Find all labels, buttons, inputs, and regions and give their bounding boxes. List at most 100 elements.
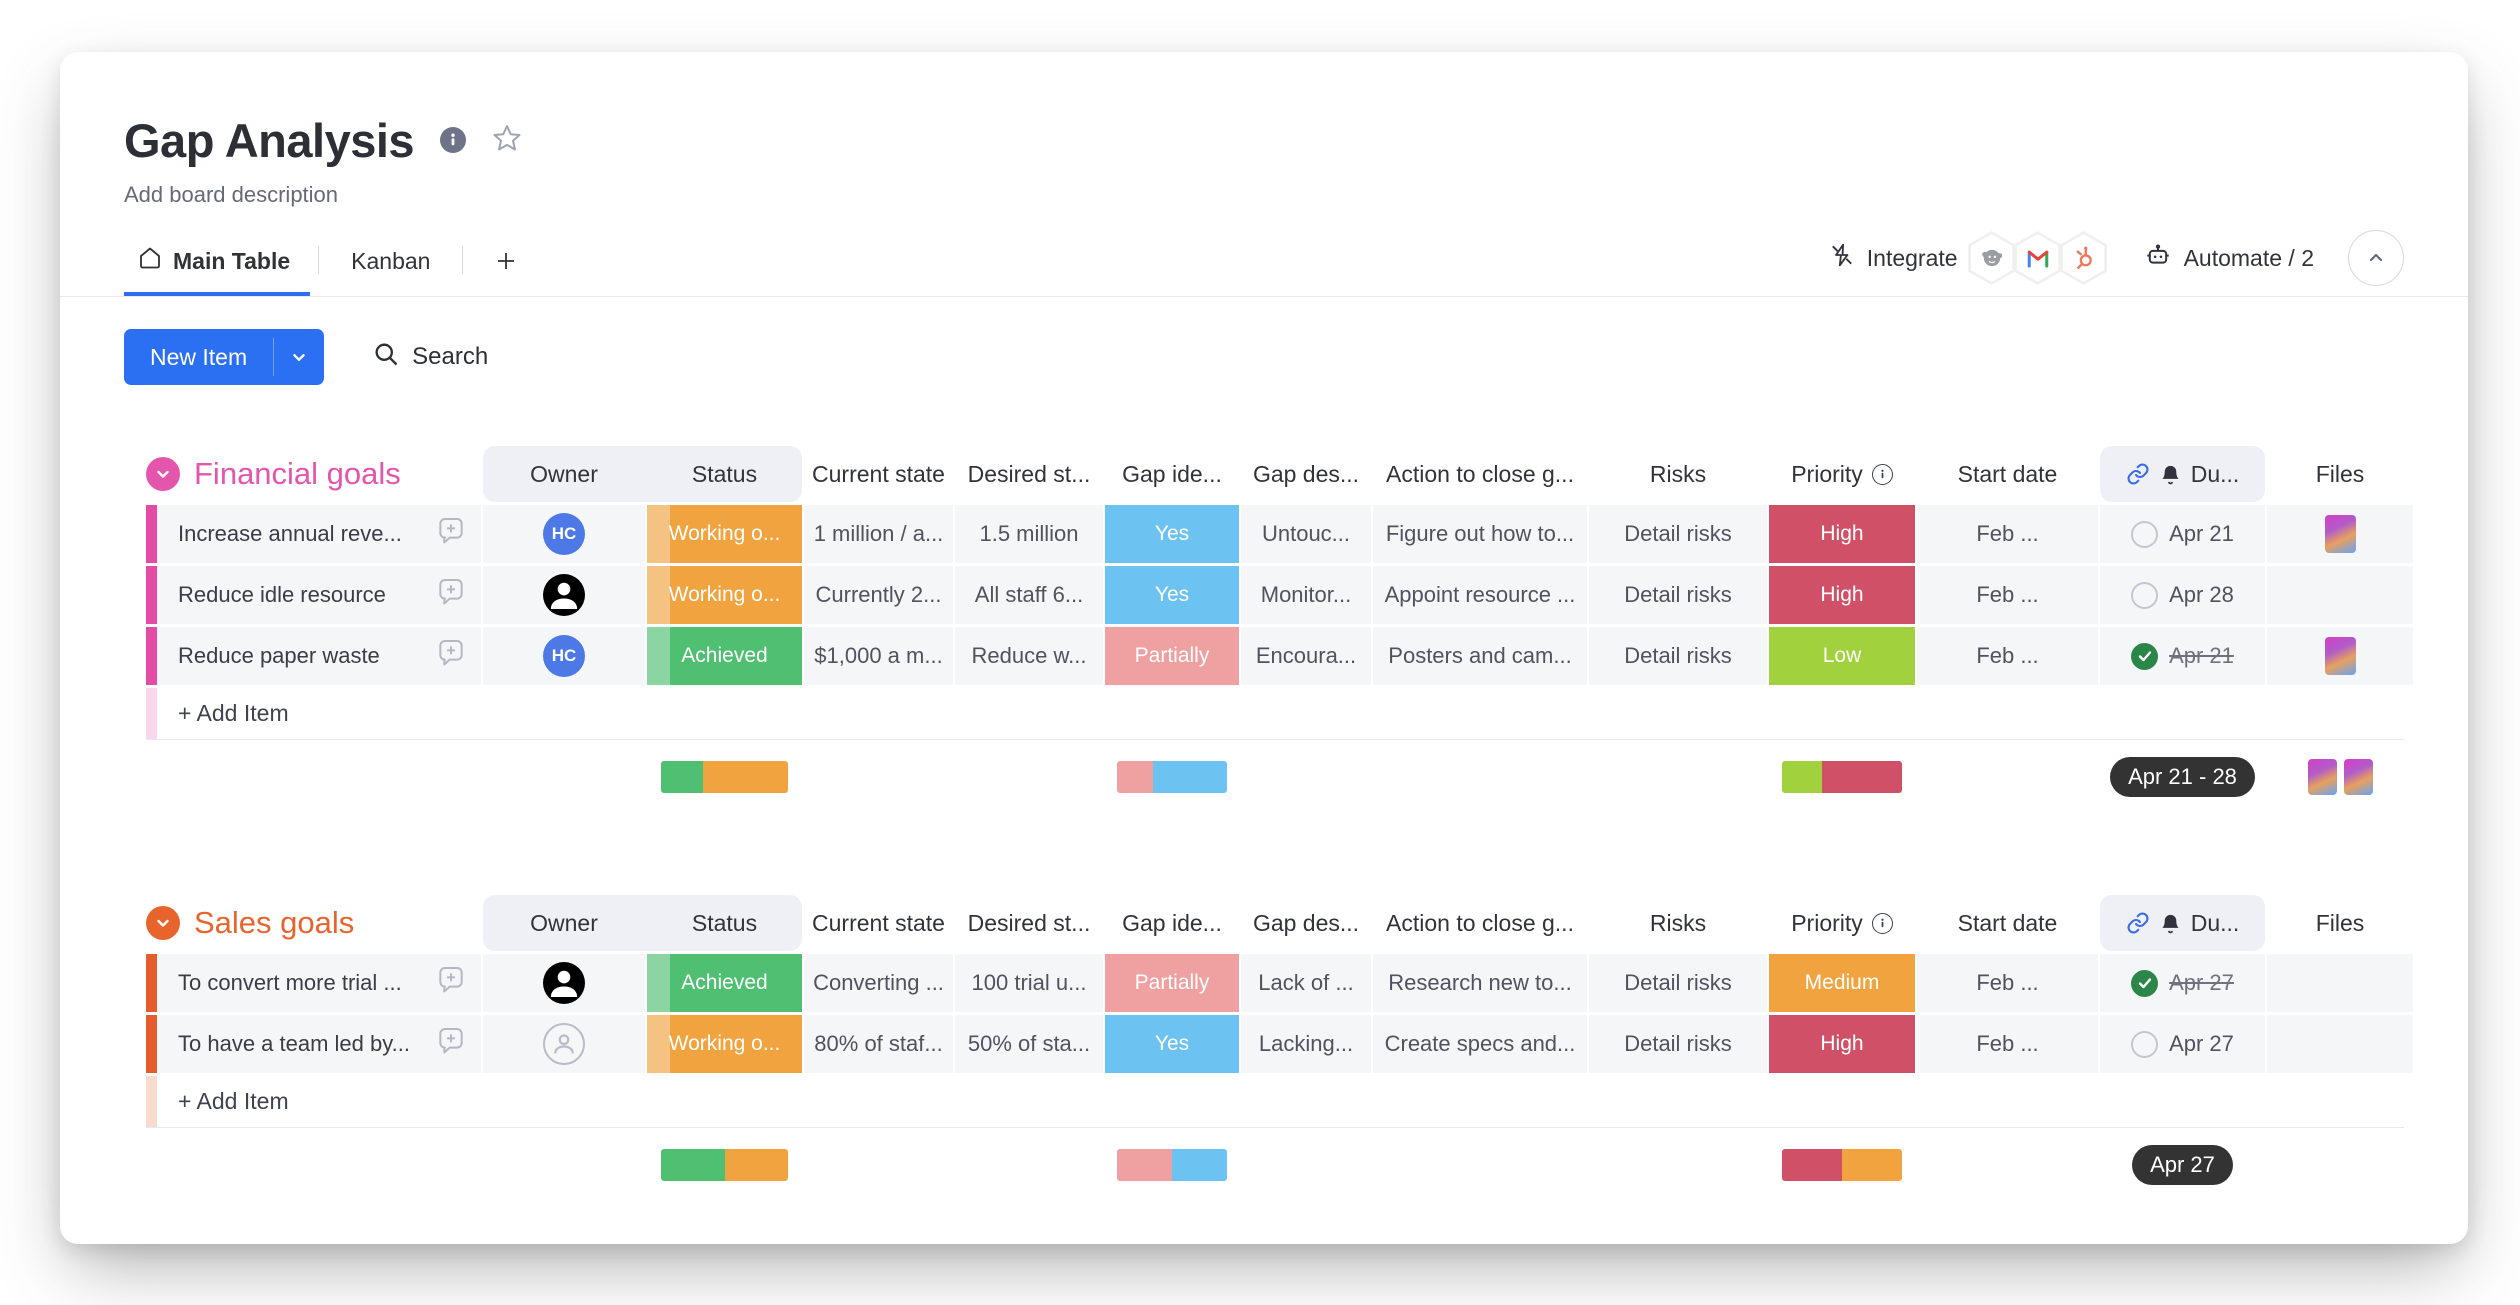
status-cell[interactable]: Achieved [647,627,802,685]
file-thumbnail[interactable] [2307,759,2337,795]
column-header-gap-identified[interactable]: Gap ide... [1122,460,1222,487]
gap-description-cell[interactable]: Lacking... [1241,1015,1371,1073]
column-header-current-state[interactable]: Current state [812,909,945,936]
gap-identified-cell[interactable]: Partially [1105,954,1239,1012]
column-header-desired-state[interactable]: Desired st... [967,909,1091,936]
action-cell[interactable]: Research new to... [1373,954,1587,1012]
gap-description-cell[interactable]: Encoura... [1241,627,1371,685]
group-name[interactable]: Sales goals [194,905,355,940]
desired-state-cell[interactable]: 50% of sta... [955,1015,1103,1073]
column-header-gap-description[interactable]: Gap des... [1252,909,1360,936]
start-date-cell[interactable]: Feb ... [1917,954,2098,1012]
file-thumbnail[interactable] [2324,515,2356,553]
risks-cell[interactable]: Detail risks [1589,1015,1767,1073]
gap-description-cell[interactable]: Monitor... [1241,566,1371,624]
open-conversation-icon[interactable] [435,637,467,675]
tab-kanban[interactable]: Kanban [327,238,454,295]
risks-cell[interactable]: Detail risks [1589,505,1767,563]
open-conversation-icon[interactable] [435,576,467,614]
files-cell[interactable] [2267,1015,2413,1073]
deadline-open-icon[interactable] [2131,1030,2159,1058]
start-date-cell[interactable]: Feb ... [1917,505,2098,563]
current-state-cell[interactable]: Converting ... [804,954,953,1012]
file-thumbnail[interactable] [2324,637,2356,675]
risks-cell[interactable]: Detail risks [1589,566,1767,624]
board-info-icon[interactable] [440,127,467,153]
group-title[interactable]: Sales goals [146,905,481,941]
owner-cell[interactable] [483,1015,645,1073]
column-header-files[interactable]: Files [2315,909,2365,936]
gap-identified-cell[interactable]: Partially [1105,627,1239,685]
files-cell[interactable] [2267,505,2413,563]
priority-cell[interactable]: Low [1769,627,1915,685]
info-icon[interactable] [1871,912,1893,934]
desired-state-cell[interactable]: Reduce w... [955,627,1103,685]
column-header-status[interactable]: Status [647,446,802,502]
current-state-cell[interactable]: 80% of staf... [804,1015,953,1073]
action-cell[interactable]: Create specs and... [1373,1015,1587,1073]
board-description[interactable]: Add board description [124,182,339,207]
table-row[interactable]: To convert more trial ... Achieved Conve… [146,954,2413,1012]
hubspot-icon[interactable] [2060,231,2107,285]
desired-state-cell[interactable]: All staff 6... [955,566,1103,624]
tab-main-table[interactable]: Main Table [124,236,311,296]
info-icon[interactable] [1871,463,1893,485]
group-title[interactable]: Financial goals [146,456,481,492]
gap-identified-cell[interactable]: Yes [1105,566,1239,624]
open-conversation-icon[interactable] [435,1025,467,1063]
table-row[interactable]: Increase annual reve... HC Working o... … [146,505,2413,563]
column-header-start-date[interactable]: Start date [1957,460,2058,487]
column-header-risks[interactable]: Risks [1649,460,1707,487]
search-control[interactable]: Search [372,340,488,375]
deadline-open-icon[interactable] [2131,520,2159,548]
item-name-cell[interactable]: To convert more trial ... [146,954,481,1012]
unassigned-avatar-icon[interactable] [543,1023,585,1065]
new-item-button[interactable]: New Item [124,329,325,385]
gmail-icon[interactable] [2014,231,2061,285]
item-name-cell[interactable]: To have a team led by... [146,1015,481,1073]
priority-cell[interactable]: Medium [1769,954,1915,1012]
column-header-owner[interactable]: Owner [483,895,645,951]
owner-avatar-icon[interactable] [543,574,585,616]
item-name-cell[interactable]: Reduce idle resource [146,566,481,624]
column-header-action[interactable]: Action to close g... [1386,460,1574,487]
owner-cell[interactable]: HC [483,505,645,563]
column-header-start-date[interactable]: Start date [1957,909,2058,936]
column-header-priority[interactable]: Priority [1769,895,1915,951]
collapse-header-button[interactable] [2348,230,2404,286]
start-date-cell[interactable]: Feb ... [1917,566,2098,624]
risks-cell[interactable]: Detail risks [1589,954,1767,1012]
action-cell[interactable]: Appoint resource ... [1373,566,1587,624]
new-item-label[interactable]: New Item [150,343,248,370]
current-state-cell[interactable]: Currently 2... [804,566,953,624]
favorite-star-icon[interactable] [492,123,522,158]
column-header-status[interactable]: Status [647,895,802,951]
desired-state-cell[interactable]: 1.5 million [955,505,1103,563]
file-thumbnail[interactable] [2343,759,2373,795]
column-header-due-date[interactable]: Du... [2100,446,2265,502]
deadline-open-icon[interactable] [2131,581,2159,609]
open-conversation-icon[interactable] [435,964,467,1002]
owner-avatar[interactable]: HC [543,635,585,677]
risks-cell[interactable]: Detail risks [1589,627,1767,685]
status-cell[interactable]: Working o... [647,1015,802,1073]
column-header-current-state[interactable]: Current state [812,460,945,487]
owner-avatar[interactable]: HC [543,513,585,555]
open-conversation-icon[interactable] [435,515,467,553]
due-date-cell[interactable]: Apr 27 [2100,1015,2265,1073]
action-cell[interactable]: Figure out how to... [1373,505,1587,563]
add-item-row[interactable]: + Add Item [146,1076,2404,1128]
gap-identified-cell[interactable]: Yes [1105,1015,1239,1073]
files-cell[interactable] [2267,566,2413,624]
group-collapse-icon[interactable] [146,457,180,491]
files-cell[interactable] [2267,954,2413,1012]
priority-cell[interactable]: High [1769,1015,1915,1073]
current-state-cell[interactable]: $1,000 a m... [804,627,953,685]
status-cell[interactable]: Working o... [647,566,802,624]
item-name-cell[interactable]: Reduce paper waste [146,627,481,685]
due-date-cell[interactable]: Apr 21 [2100,627,2265,685]
status-cell[interactable]: Working o... [647,505,802,563]
table-row[interactable]: Reduce paper waste HC Achieved $1,000 a … [146,627,2413,685]
table-row[interactable]: To have a team led by... Working o... 80… [146,1015,2413,1073]
automate-button[interactable]: Automate / 2 [2144,241,2314,275]
